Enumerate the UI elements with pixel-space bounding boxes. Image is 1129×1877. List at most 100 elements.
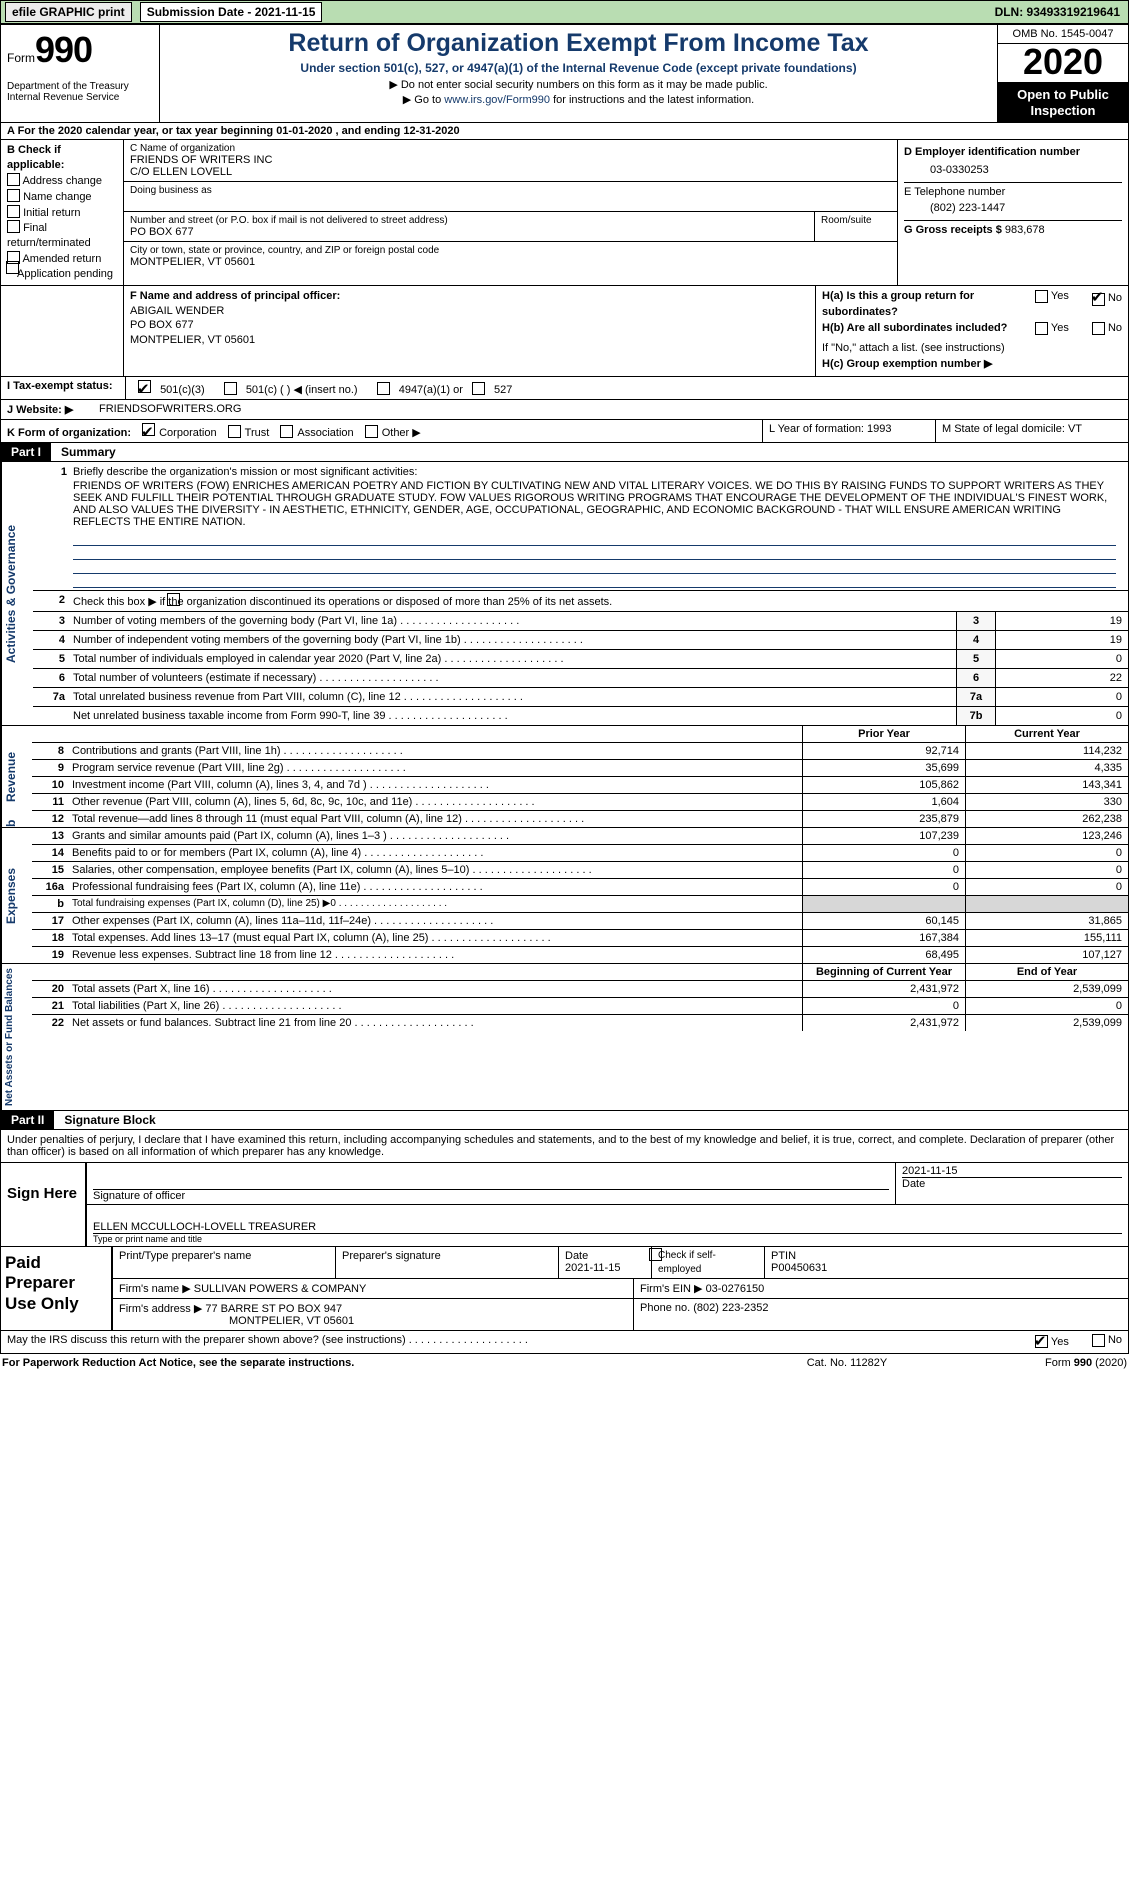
current-year-head: Current Year (965, 726, 1128, 742)
mission-text: FRIENDS OF WRITERS (FOW) ENRICHES AMERIC… (39, 478, 1122, 532)
cb-501c3[interactable] (138, 380, 151, 393)
org-care-of: C/O ELLEN LOVELL (130, 166, 891, 178)
penalties-text: Under penalties of perjury, I declare th… (1, 1130, 1128, 1162)
tax-year: 2020 (998, 44, 1128, 83)
website-value: FRIENDSOFWRITERS.ORG (99, 403, 241, 416)
gross-label: G Gross receipts $ (904, 224, 1002, 236)
ptin-label: PTIN (771, 1250, 796, 1262)
footer-right: Form 990 (2020) (927, 1357, 1127, 1369)
preparer-date-label: Date (565, 1250, 588, 1262)
form-number: 990 (35, 29, 92, 70)
addr-label: Number and street (or P.O. box if mail i… (130, 215, 808, 226)
cb-name-change[interactable] (7, 189, 20, 202)
preparer-sig-label: Preparer's signature (342, 1250, 441, 1262)
cb-initial-return[interactable] (7, 205, 20, 218)
sig-officer-label: Signature of officer (93, 1189, 889, 1202)
form990-link[interactable]: www.irs.gov/Form990 (444, 94, 550, 106)
dept-label: Department of the Treasury Internal Reve… (7, 81, 155, 103)
cb-other[interactable] (365, 425, 378, 438)
firm-phone-label: Phone no. (640, 1302, 690, 1314)
cb-irs-no[interactable] (1092, 1334, 1105, 1347)
self-employed-label: Check if self-employed (658, 1250, 716, 1275)
cb-final-return[interactable] (7, 220, 20, 233)
part-ii-badge: Part II (1, 1111, 54, 1129)
row-klm: K Form of organization: Corporation Trus… (0, 420, 1129, 443)
k-label: K Form of organization: (7, 427, 131, 439)
footer-left: For Paperwork Reduction Act Notice, see … (2, 1357, 767, 1369)
q1-label: Briefly describe the organization's miss… (73, 466, 417, 478)
officer-printed-name: ELLEN MCCULLOCH-LOVELL TREASURER (93, 1221, 1122, 1233)
h-note: If "No," attach a list. (see instruction… (822, 341, 1122, 357)
efile-print-btn[interactable]: efile GRAPHIC print (5, 2, 132, 22)
part-i-header: Part I Summary (0, 443, 1129, 462)
firm-ein: 03-0276150 (706, 1283, 765, 1295)
boy-head: Beginning of Current Year (802, 964, 965, 980)
preparer-name-label: Print/Type preparer's name (119, 1250, 251, 1262)
cb-assoc[interactable] (280, 425, 293, 438)
cb-discontinued[interactable] (167, 593, 180, 606)
part-ii-title: Signature Block (54, 1111, 165, 1129)
sign-here-label: Sign Here (1, 1163, 85, 1246)
officer-name-label: Type or print name and title (93, 1233, 1122, 1244)
preparer-date: 2021-11-15 (565, 1262, 620, 1274)
officer-addr2: MONTPELIER, VT 05601 (130, 333, 809, 348)
officer-label: F Name and address of principal officer: (130, 289, 809, 304)
topbar: efile GRAPHIC print Submission Date - 20… (0, 0, 1129, 24)
officer-addr1: PO BOX 677 (130, 318, 809, 333)
cb-hb-yes[interactable] (1035, 322, 1048, 335)
firm-addr2: MONTPELIER, VT 05601 (119, 1315, 354, 1327)
signature-block: Under penalties of perjury, I declare th… (0, 1130, 1129, 1247)
cb-hb-no[interactable] (1092, 322, 1105, 335)
gross-receipts: 983,678 (1005, 224, 1045, 236)
cb-corp[interactable] (142, 423, 155, 436)
prior-year-head: Prior Year (802, 726, 965, 742)
cb-ha-no[interactable] (1092, 293, 1105, 306)
telephone: (802) 223-1447 (904, 198, 1122, 214)
may-irs-row: May the IRS discuss this return with the… (0, 1331, 1129, 1354)
firm-addr-label: Firm's address ▶ (119, 1303, 202, 1315)
cb-4947[interactable] (377, 382, 390, 395)
dln: DLN: 93493319219641 (995, 5, 1128, 19)
revenue-block: bRevenue Prior Year Current Year 8Contri… (0, 726, 1129, 828)
cb-irs-yes[interactable] (1035, 1335, 1048, 1348)
expense-block: Expenses 13Grants and similar amounts pa… (0, 828, 1129, 964)
form-prefix: Form (7, 51, 35, 65)
ptin: P00450631 (771, 1262, 827, 1274)
state-domicile: M State of legal domicile: VT (935, 420, 1128, 442)
header: Form990 Department of the Treasury Inter… (0, 24, 1129, 123)
part-i-badge: Part I (1, 443, 51, 461)
footer-cat: Cat. No. 11282Y (767, 1357, 927, 1369)
part-ii-header: Part II Signature Block (0, 1111, 1129, 1130)
submission-date: Submission Date - 2021-11-15 (140, 2, 323, 22)
block-f-h: F Name and address of principal officer:… (0, 286, 1129, 377)
firm-addr1: 77 BARRE ST PO BOX 947 (205, 1303, 342, 1315)
org-name: FRIENDS OF WRITERS INC (130, 154, 891, 166)
ein: 03-0330253 (904, 158, 1122, 176)
cb-ha-yes[interactable] (1035, 290, 1048, 303)
cb-address-change[interactable] (7, 173, 20, 186)
sig-date-label: Date (902, 1177, 1122, 1190)
form-note-1: ▶ Do not enter social security numbers o… (168, 78, 989, 91)
ha-yesno: Yes No (1015, 289, 1122, 321)
sig-date: 2021-11-15 (902, 1165, 1122, 1177)
year-formation: L Year of formation: 1993 (762, 420, 935, 442)
activities-governance: Activities & Governance 1Briefly describ… (0, 462, 1129, 726)
tax-status-label: I Tax-exempt status: (1, 377, 126, 399)
netassets-block: Net Assets or Fund Balances Beginning of… (0, 964, 1129, 1111)
cb-527[interactable] (472, 382, 485, 395)
cb-application-pending[interactable] (6, 261, 19, 274)
eoy-head: End of Year (965, 964, 1128, 980)
firm-phone: (802) 223-2352 (693, 1302, 768, 1314)
paid-preparer-label: Paid Preparer Use Only (1, 1247, 113, 1330)
line-a: A For the 2020 calendar year, or tax yea… (0, 123, 1129, 140)
cb-self-employed[interactable] (649, 1248, 662, 1261)
firm-ein-label: Firm's EIN ▶ (640, 1283, 703, 1295)
cb-trust[interactable] (228, 425, 241, 438)
room-label: Room/suite (815, 212, 897, 241)
exp-sidebar-label: Expenses (1, 828, 32, 963)
may-irs-label: May the IRS discuss this return with the… (7, 1334, 1015, 1350)
cb-501c[interactable] (224, 382, 237, 395)
form-subtitle: Under section 501(c), 527, or 4947(a)(1)… (168, 61, 989, 75)
ha-label: H(a) Is this a group return for subordin… (822, 289, 1015, 321)
footer: For Paperwork Reduction Act Notice, see … (0, 1354, 1129, 1372)
